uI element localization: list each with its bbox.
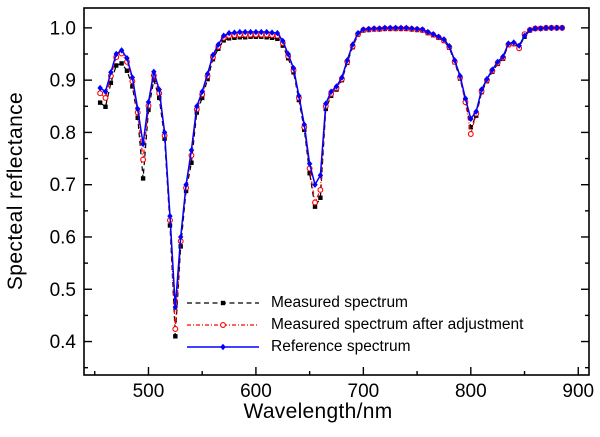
svg-text:0.7: 0.7 bbox=[50, 175, 76, 196]
svg-text:0.5: 0.5 bbox=[50, 280, 76, 301]
legend-label-adjusted: Measured spectrum after adjustment bbox=[271, 316, 524, 333]
svg-text:1.0: 1.0 bbox=[50, 18, 76, 39]
svg-text:900: 900 bbox=[562, 381, 594, 402]
svg-text:700: 700 bbox=[348, 381, 380, 402]
svg-text:800: 800 bbox=[455, 381, 487, 402]
legend-swatch-adjusted bbox=[187, 322, 259, 328]
legend-label-reference: Reference spectrum bbox=[271, 338, 411, 355]
svg-text:0.8: 0.8 bbox=[50, 123, 76, 144]
svg-text:0.6: 0.6 bbox=[50, 227, 76, 248]
svg-text:500: 500 bbox=[133, 381, 165, 402]
svg-text:0.9: 0.9 bbox=[50, 71, 76, 92]
legend: Measured spectrum Measured spectrum afte… bbox=[185, 292, 523, 358]
svg-text:600: 600 bbox=[240, 381, 272, 402]
legend-item-adjusted: Measured spectrum after adjustment bbox=[185, 314, 523, 336]
legend-item-measured: Measured spectrum bbox=[185, 292, 523, 314]
legend-swatch-reference bbox=[187, 343, 259, 351]
x-axis-title: Wavelength/nm bbox=[243, 400, 393, 423]
y-axis-title: Specteal reflectance bbox=[4, 91, 27, 291]
legend-label-measured: Measured spectrum bbox=[271, 294, 408, 311]
legend-item-reference: Reference spectrum bbox=[185, 336, 523, 358]
svg-text:0.4: 0.4 bbox=[50, 332, 77, 353]
legend-swatch-measured bbox=[187, 300, 259, 306]
